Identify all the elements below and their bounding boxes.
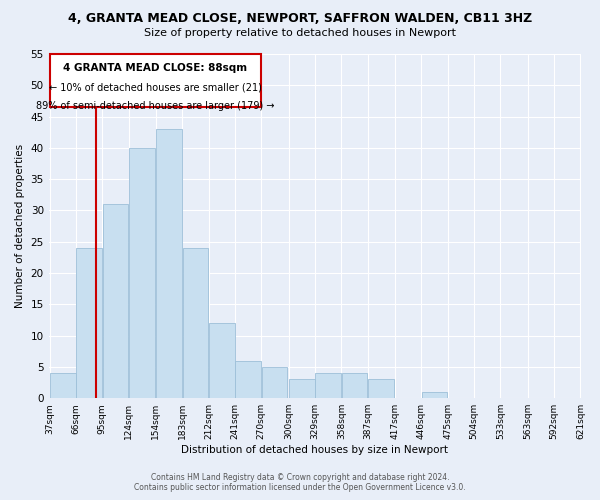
- Y-axis label: Number of detached properties: Number of detached properties: [15, 144, 25, 308]
- Bar: [50, 373, 76, 398]
- Bar: [289, 380, 315, 398]
- Bar: [209, 323, 235, 398]
- Text: Size of property relative to detached houses in Newport: Size of property relative to detached ho…: [144, 28, 456, 38]
- Bar: [182, 248, 208, 398]
- Bar: [129, 148, 155, 398]
- Text: 4, GRANTA MEAD CLOSE, NEWPORT, SAFFRON WALDEN, CB11 3HZ: 4, GRANTA MEAD CLOSE, NEWPORT, SAFFRON W…: [68, 12, 532, 26]
- Bar: [156, 129, 182, 398]
- Bar: [262, 367, 287, 398]
- Bar: [315, 373, 341, 398]
- Text: 89% of semi-detached houses are larger (179) →: 89% of semi-detached houses are larger (…: [36, 101, 275, 111]
- Bar: [235, 360, 261, 398]
- Text: ← 10% of detached houses are smaller (21): ← 10% of detached houses are smaller (21…: [49, 82, 262, 92]
- Bar: [422, 392, 448, 398]
- Bar: [76, 248, 102, 398]
- Text: 4 GRANTA MEAD CLOSE: 88sqm: 4 GRANTA MEAD CLOSE: 88sqm: [64, 64, 248, 74]
- Text: Contains HM Land Registry data © Crown copyright and database right 2024.
Contai: Contains HM Land Registry data © Crown c…: [134, 473, 466, 492]
- FancyBboxPatch shape: [50, 54, 262, 107]
- Bar: [103, 204, 128, 398]
- X-axis label: Distribution of detached houses by size in Newport: Distribution of detached houses by size …: [181, 445, 448, 455]
- Bar: [341, 373, 367, 398]
- Bar: [368, 380, 394, 398]
